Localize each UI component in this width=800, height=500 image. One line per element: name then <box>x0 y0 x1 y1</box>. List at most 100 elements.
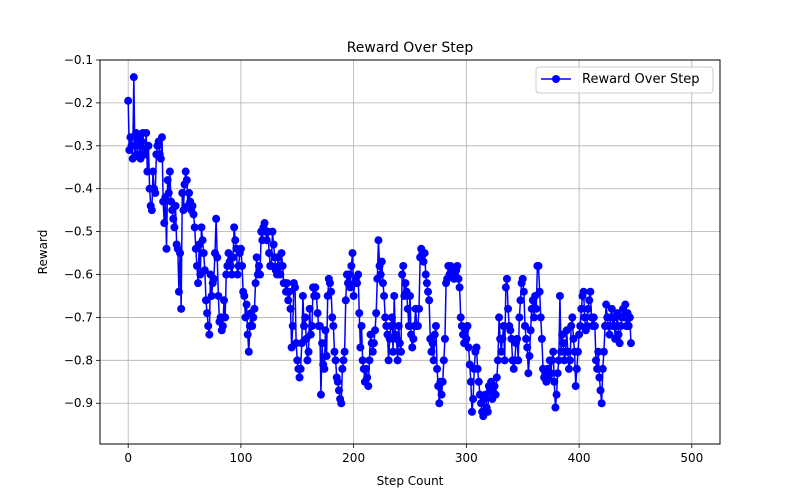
data-point <box>355 309 364 318</box>
data-point <box>345 270 354 279</box>
series-group <box>124 73 635 421</box>
data-point <box>430 330 439 339</box>
data-point <box>395 339 404 348</box>
data-point <box>322 352 331 361</box>
data-point <box>296 364 305 373</box>
data-point <box>555 291 564 300</box>
data-point <box>420 249 429 258</box>
data-point <box>169 214 178 223</box>
data-point <box>537 334 546 343</box>
data-point <box>530 313 538 322</box>
data-point <box>596 386 605 395</box>
data-point <box>506 326 515 335</box>
data-point <box>291 283 300 292</box>
data-point <box>473 364 482 373</box>
data-point <box>524 369 533 378</box>
data-point <box>365 356 374 365</box>
data-point <box>220 296 228 305</box>
data-point <box>491 390 500 399</box>
data-point <box>560 356 569 365</box>
data-point <box>428 339 437 348</box>
data-point <box>435 399 444 408</box>
data-point <box>177 304 186 313</box>
data-point <box>330 347 339 356</box>
data-point <box>241 313 250 322</box>
data-point <box>455 283 464 292</box>
data-point <box>316 390 325 399</box>
data-point <box>347 261 356 270</box>
data-point <box>340 347 349 356</box>
x-tick-label: 500 <box>680 451 703 465</box>
data-point <box>401 279 410 288</box>
y-tick-label: −0.5 <box>64 225 93 239</box>
data-point <box>200 266 209 275</box>
data-point <box>286 304 295 313</box>
data-point <box>374 236 383 245</box>
data-point <box>339 356 348 365</box>
data-point <box>353 279 362 288</box>
data-point <box>207 291 216 300</box>
data-point <box>242 300 251 309</box>
data-point <box>288 322 297 331</box>
data-point <box>209 274 218 283</box>
data-point <box>518 274 527 283</box>
legend-marker-swatch <box>552 75 560 83</box>
y-tick-label: −0.6 <box>64 268 93 282</box>
data-point <box>325 279 334 288</box>
data-point <box>550 377 559 386</box>
data-point <box>424 287 433 296</box>
data-point <box>381 313 390 322</box>
data-point <box>394 322 403 331</box>
data-point <box>615 339 624 348</box>
data-point <box>249 313 258 322</box>
data-point <box>535 287 544 296</box>
data-point <box>454 274 463 283</box>
data-point <box>126 133 135 142</box>
data-point <box>516 296 525 305</box>
data-point <box>337 399 346 408</box>
data-point <box>265 249 274 258</box>
chart-title: Reward Over Step <box>347 40 474 56</box>
legend: Reward Over Step <box>535 66 714 94</box>
data-point <box>307 322 316 331</box>
data-point <box>244 347 253 356</box>
data-point <box>369 339 378 348</box>
data-point <box>590 322 599 331</box>
data-point <box>464 343 473 352</box>
data-point <box>357 322 366 331</box>
data-point <box>331 356 340 365</box>
x-axis: 0 100 200 300 400 500 <box>124 444 703 465</box>
data-point <box>502 274 511 283</box>
data-point <box>372 309 381 318</box>
data-point <box>598 364 607 373</box>
data-point <box>469 394 478 403</box>
data-point <box>579 287 588 296</box>
data-point <box>614 330 623 339</box>
data-point <box>497 347 506 356</box>
data-point <box>554 356 563 365</box>
data-point <box>163 176 172 185</box>
data-point <box>567 322 576 331</box>
data-point <box>385 334 394 343</box>
data-point <box>624 322 633 331</box>
data-point <box>438 377 447 386</box>
data-point <box>548 356 557 365</box>
legend-box <box>535 66 714 94</box>
data-point <box>124 96 133 105</box>
data-point <box>499 322 508 331</box>
y-tick-label: −0.4 <box>64 182 93 196</box>
data-point <box>439 356 448 365</box>
data-point <box>399 261 408 270</box>
data-point <box>306 330 315 339</box>
data-point <box>147 206 156 215</box>
data-point <box>403 304 412 313</box>
data-point <box>341 296 350 305</box>
data-point <box>137 137 146 146</box>
data-point <box>500 356 509 365</box>
data-point <box>626 339 635 348</box>
data-point <box>127 141 136 150</box>
data-point <box>404 322 413 331</box>
data-point <box>468 407 476 416</box>
data-point <box>523 343 532 352</box>
data-point <box>363 373 372 382</box>
